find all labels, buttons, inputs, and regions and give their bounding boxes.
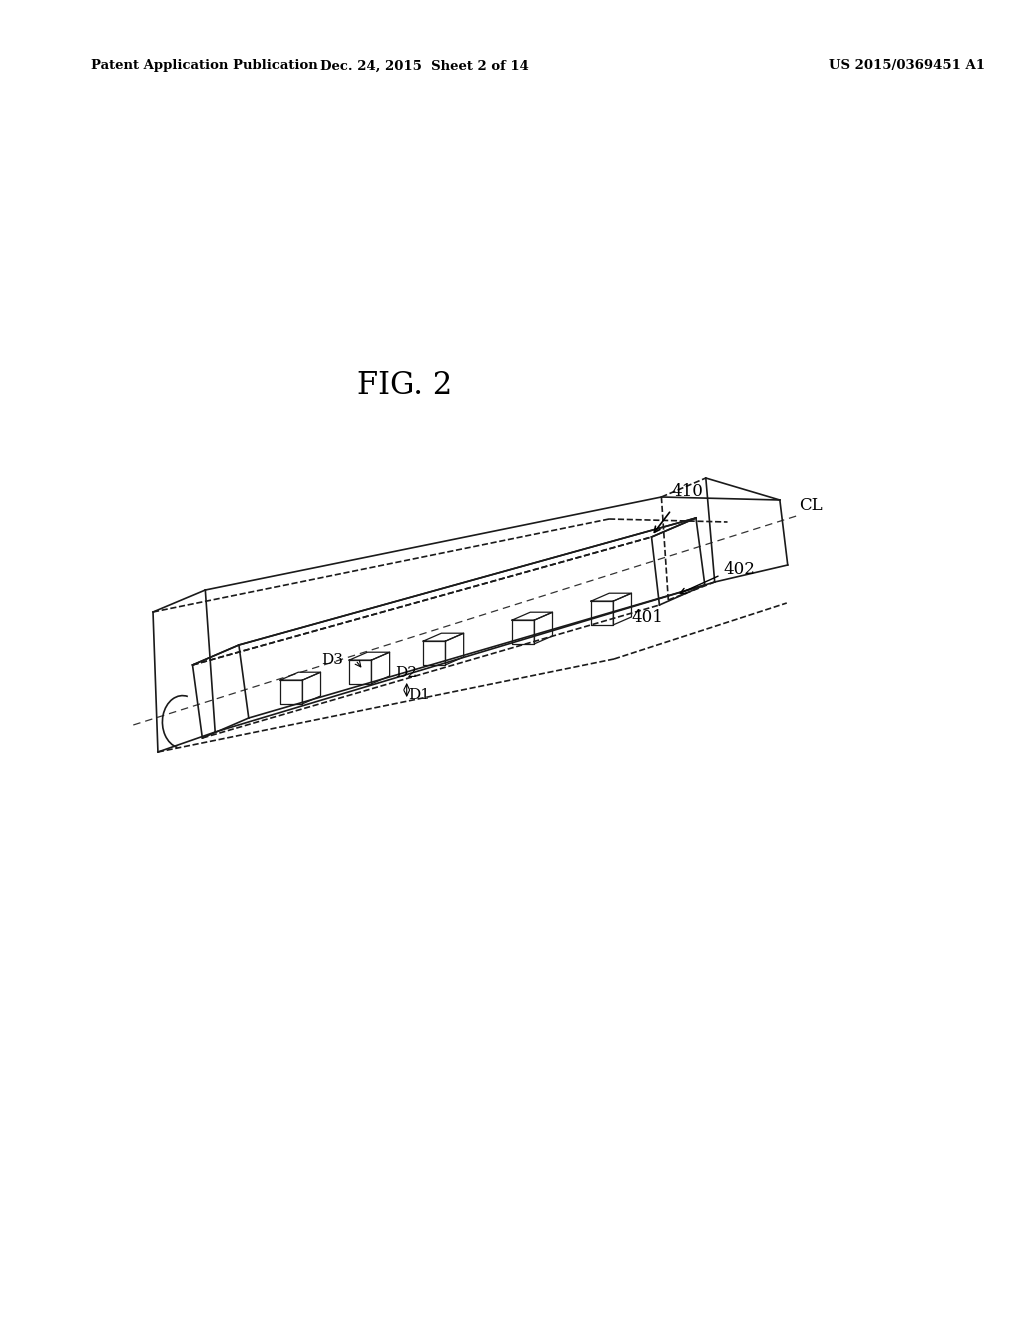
- Text: 402: 402: [724, 561, 756, 578]
- Text: US 2015/0369451 A1: US 2015/0369451 A1: [828, 59, 985, 73]
- Text: 410: 410: [672, 483, 703, 500]
- Text: CL: CL: [800, 496, 823, 513]
- Text: Dec. 24, 2015  Sheet 2 of 14: Dec. 24, 2015 Sheet 2 of 14: [321, 59, 529, 73]
- Text: 401: 401: [632, 610, 664, 627]
- Text: D3: D3: [322, 653, 343, 667]
- Text: D2: D2: [395, 667, 417, 680]
- Text: FIG. 2: FIG. 2: [356, 370, 452, 400]
- Text: D1: D1: [408, 688, 430, 702]
- Text: Patent Application Publication: Patent Application Publication: [91, 59, 317, 73]
